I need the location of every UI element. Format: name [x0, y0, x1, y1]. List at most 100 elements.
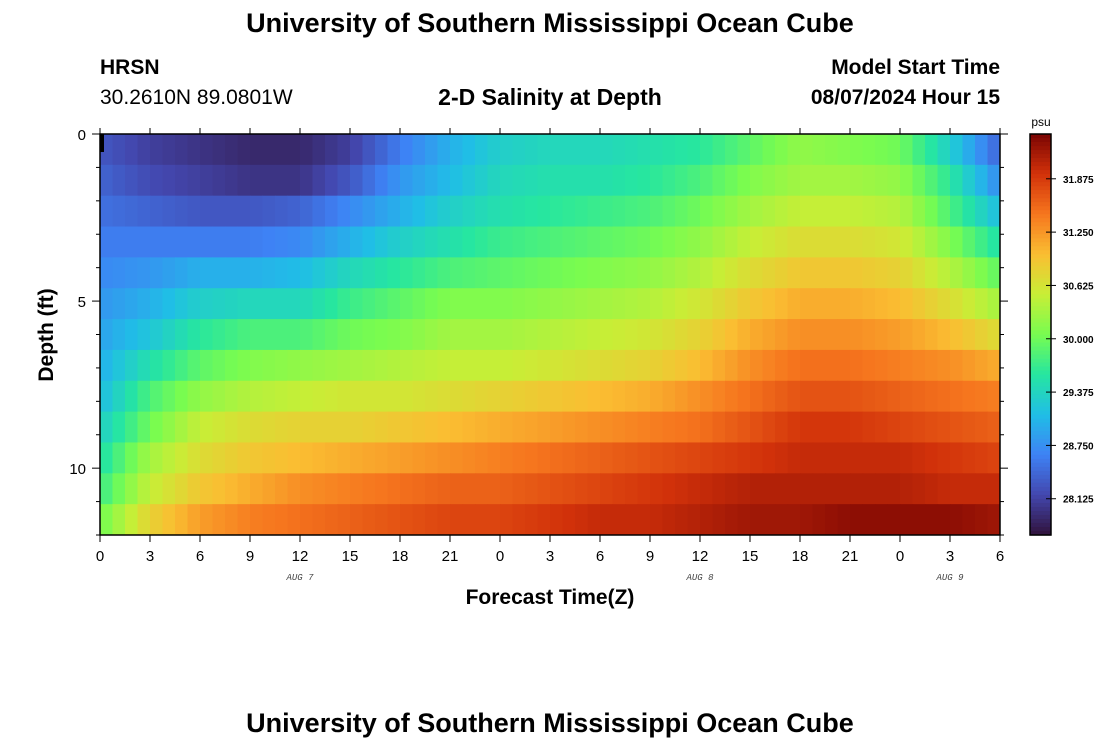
heatmap-cell	[262, 134, 276, 166]
heatmap-cell	[612, 257, 626, 289]
heatmap-cell	[812, 195, 826, 228]
x-tick-label: 0	[896, 548, 904, 565]
heatmap-cell	[912, 473, 926, 505]
heatmap-cell	[900, 504, 914, 535]
heatmap-cell	[800, 411, 814, 444]
heatmap-cell	[637, 473, 651, 505]
heatmap-cell	[675, 226, 689, 258]
heatmap-cell	[562, 411, 576, 444]
colorbar-segment	[1030, 478, 1051, 484]
heatmap-cell	[787, 319, 801, 351]
heatmap-cell	[875, 134, 889, 166]
heatmap-cell	[925, 134, 939, 166]
heatmap-cell	[687, 349, 701, 382]
heatmap-cell	[962, 319, 976, 351]
colorbar-segment	[1030, 186, 1051, 191]
heatmap-cell	[312, 504, 326, 535]
x-date-label: AUG 7	[285, 573, 314, 583]
heatmap-cell	[162, 349, 176, 382]
heatmap-cell	[462, 473, 476, 505]
heatmap-cell	[375, 442, 389, 474]
heatmap-cell	[662, 473, 676, 505]
heatmap-cell	[825, 349, 839, 382]
heatmap-cell	[725, 319, 739, 351]
heatmap-cell	[412, 164, 426, 197]
colorbar-tick-label: 29.375	[1063, 388, 1094, 399]
heatmap-cell	[700, 319, 714, 351]
heatmap-cell	[975, 349, 989, 382]
heatmap-cell	[675, 257, 689, 289]
heatmap-cell	[987, 380, 1000, 413]
colorbar-segment	[1030, 326, 1051, 332]
heatmap-cell	[475, 319, 489, 351]
heatmap-cell	[287, 288, 301, 320]
heatmap-cell	[987, 195, 1000, 228]
heatmap-cell	[662, 380, 676, 413]
heatmap-cell	[412, 257, 426, 289]
colorbar-segment	[1030, 210, 1051, 215]
heatmap-cell	[500, 164, 514, 197]
heatmap-cell	[162, 134, 176, 166]
heatmap-cell	[112, 288, 126, 320]
heatmap-cell	[362, 380, 376, 413]
heatmap-cell	[700, 380, 714, 413]
heatmap-cell	[650, 195, 664, 228]
heatmap-cell	[425, 380, 439, 413]
heatmap-cell	[387, 319, 401, 351]
heatmap-cell	[387, 257, 401, 289]
heatmap-cell	[287, 164, 301, 197]
heatmap-cell	[212, 504, 226, 535]
heatmap-cell	[300, 411, 314, 444]
heatmap-cell	[550, 195, 564, 228]
heatmap-cell	[612, 226, 626, 258]
heatmap-cell	[262, 288, 276, 320]
heatmap-cell	[325, 195, 339, 228]
heatmap-cell	[262, 195, 276, 228]
heatmap-cell	[450, 226, 464, 258]
heatmap-cell	[500, 226, 514, 258]
heatmap-cell	[162, 473, 176, 505]
colorbar-segment	[1030, 170, 1051, 175]
heatmap-cell	[387, 134, 401, 166]
heatmap-cell	[787, 288, 801, 320]
heatmap-cell	[537, 380, 551, 413]
colorbar-segment	[1030, 342, 1051, 348]
heatmap-cell	[600, 473, 614, 505]
heatmap-cell	[625, 288, 639, 320]
heatmap-cell	[850, 349, 864, 382]
heatmap-cell	[187, 288, 201, 320]
heatmap-cell	[700, 164, 714, 197]
heatmap-cell	[962, 288, 976, 320]
heatmap-cell	[175, 504, 189, 535]
heatmap-cell	[212, 288, 226, 320]
heatmap-cell	[750, 319, 764, 351]
heatmap-cell	[462, 226, 476, 258]
heatmap-cell	[500, 134, 514, 166]
heatmap-cell	[762, 257, 776, 289]
heatmap-cell	[875, 349, 889, 382]
heatmap-cell	[700, 504, 714, 535]
heatmap-cell	[175, 257, 189, 289]
heatmap-cell	[125, 288, 139, 320]
y-tick-label: 0	[78, 127, 86, 144]
heatmap-cell	[100, 226, 114, 258]
heatmap-cell	[725, 257, 739, 289]
heatmap-cell	[675, 319, 689, 351]
heatmap-cell	[987, 442, 1000, 474]
heatmap-cell	[625, 164, 639, 197]
heatmap-cell	[212, 164, 226, 197]
heatmap-cell	[612, 164, 626, 197]
heatmap-cell	[150, 349, 164, 382]
heatmap-cell	[150, 442, 164, 474]
heatmap-cell	[575, 195, 589, 228]
heatmap-cell	[600, 504, 614, 535]
heatmap-cell	[125, 195, 139, 228]
heatmap-cell	[375, 319, 389, 351]
heatmap-cell	[825, 411, 839, 444]
colorbar-tick-label: 31.875	[1063, 175, 1094, 186]
heatmap-cell	[762, 319, 776, 351]
heatmap-cell	[637, 504, 651, 535]
colorbar-segment	[1030, 450, 1051, 456]
heatmap-cell	[975, 504, 989, 535]
colorbar-segment	[1030, 414, 1051, 420]
